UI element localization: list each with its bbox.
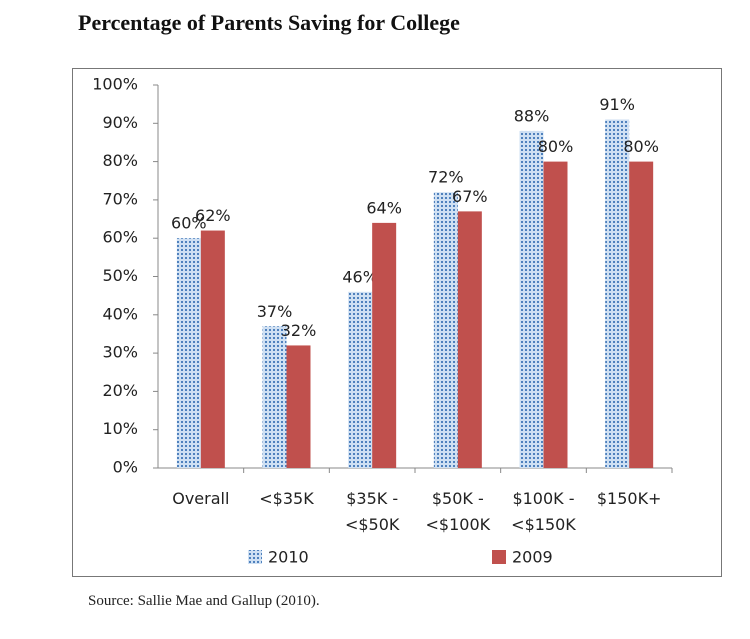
y-tick-label: 50% bbox=[102, 266, 138, 285]
y-tick-label: 0% bbox=[113, 458, 138, 477]
chart-frame bbox=[72, 68, 722, 577]
x-tick-label: $100K - <$150K bbox=[511, 489, 576, 534]
legend-swatch bbox=[492, 550, 506, 564]
data-label: 88% bbox=[514, 106, 550, 125]
x-tick-label: Overall bbox=[172, 489, 230, 508]
bar bbox=[372, 222, 397, 468]
x-tick-label: $150K+ bbox=[596, 489, 662, 508]
y-tick-label: 90% bbox=[102, 113, 138, 132]
legend-label: 2009 bbox=[512, 548, 553, 567]
data-label: 62% bbox=[195, 206, 231, 225]
bar bbox=[348, 291, 373, 468]
data-label: 32% bbox=[281, 321, 317, 340]
source-note: Source: Sallie Mae and Gallup (2010). bbox=[88, 593, 320, 609]
bar bbox=[433, 192, 458, 469]
y-tick-label: 100% bbox=[92, 75, 138, 94]
y-tick-label: 70% bbox=[102, 189, 138, 208]
y-tick-label: 40% bbox=[102, 304, 138, 323]
data-label: 60% bbox=[171, 214, 207, 233]
x-tick-label: <$35K bbox=[259, 489, 314, 508]
legend-swatch bbox=[248, 550, 262, 564]
legend-label: 2010 bbox=[268, 548, 309, 567]
data-label: 37% bbox=[257, 302, 293, 321]
data-label: 64% bbox=[366, 198, 402, 217]
bar bbox=[629, 161, 654, 468]
x-tick-label: $50K - <$100K bbox=[425, 489, 491, 534]
y-tick-label: 20% bbox=[102, 381, 138, 400]
data-label: 46% bbox=[342, 267, 378, 286]
bar bbox=[286, 345, 311, 468]
x-tick-label: $35K - <$50K bbox=[344, 489, 400, 534]
data-label: 80% bbox=[538, 137, 574, 156]
bar bbox=[457, 211, 482, 468]
data-label: 67% bbox=[452, 187, 488, 206]
y-tick-label: 60% bbox=[102, 228, 138, 247]
data-label: 91% bbox=[599, 95, 635, 114]
bar bbox=[519, 130, 544, 468]
y-tick-label: 80% bbox=[102, 151, 138, 170]
chart-title: Percentage of Parents Saving for College bbox=[78, 10, 460, 35]
data-label: 72% bbox=[428, 168, 464, 187]
bar bbox=[262, 326, 287, 468]
bar bbox=[176, 238, 201, 468]
y-tick-label: 10% bbox=[102, 419, 138, 438]
bar bbox=[605, 119, 630, 468]
y-tick-label: 30% bbox=[102, 343, 138, 362]
data-label: 80% bbox=[623, 137, 659, 156]
bar bbox=[200, 230, 225, 468]
bar bbox=[543, 161, 568, 468]
